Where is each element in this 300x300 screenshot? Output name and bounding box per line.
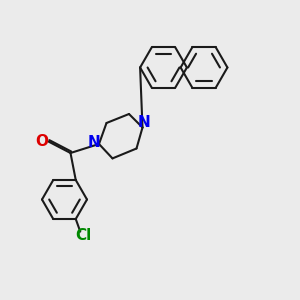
Text: O: O — [35, 134, 49, 149]
Text: N: N — [138, 115, 150, 130]
Text: Cl: Cl — [76, 228, 92, 243]
Text: N: N — [87, 135, 100, 150]
